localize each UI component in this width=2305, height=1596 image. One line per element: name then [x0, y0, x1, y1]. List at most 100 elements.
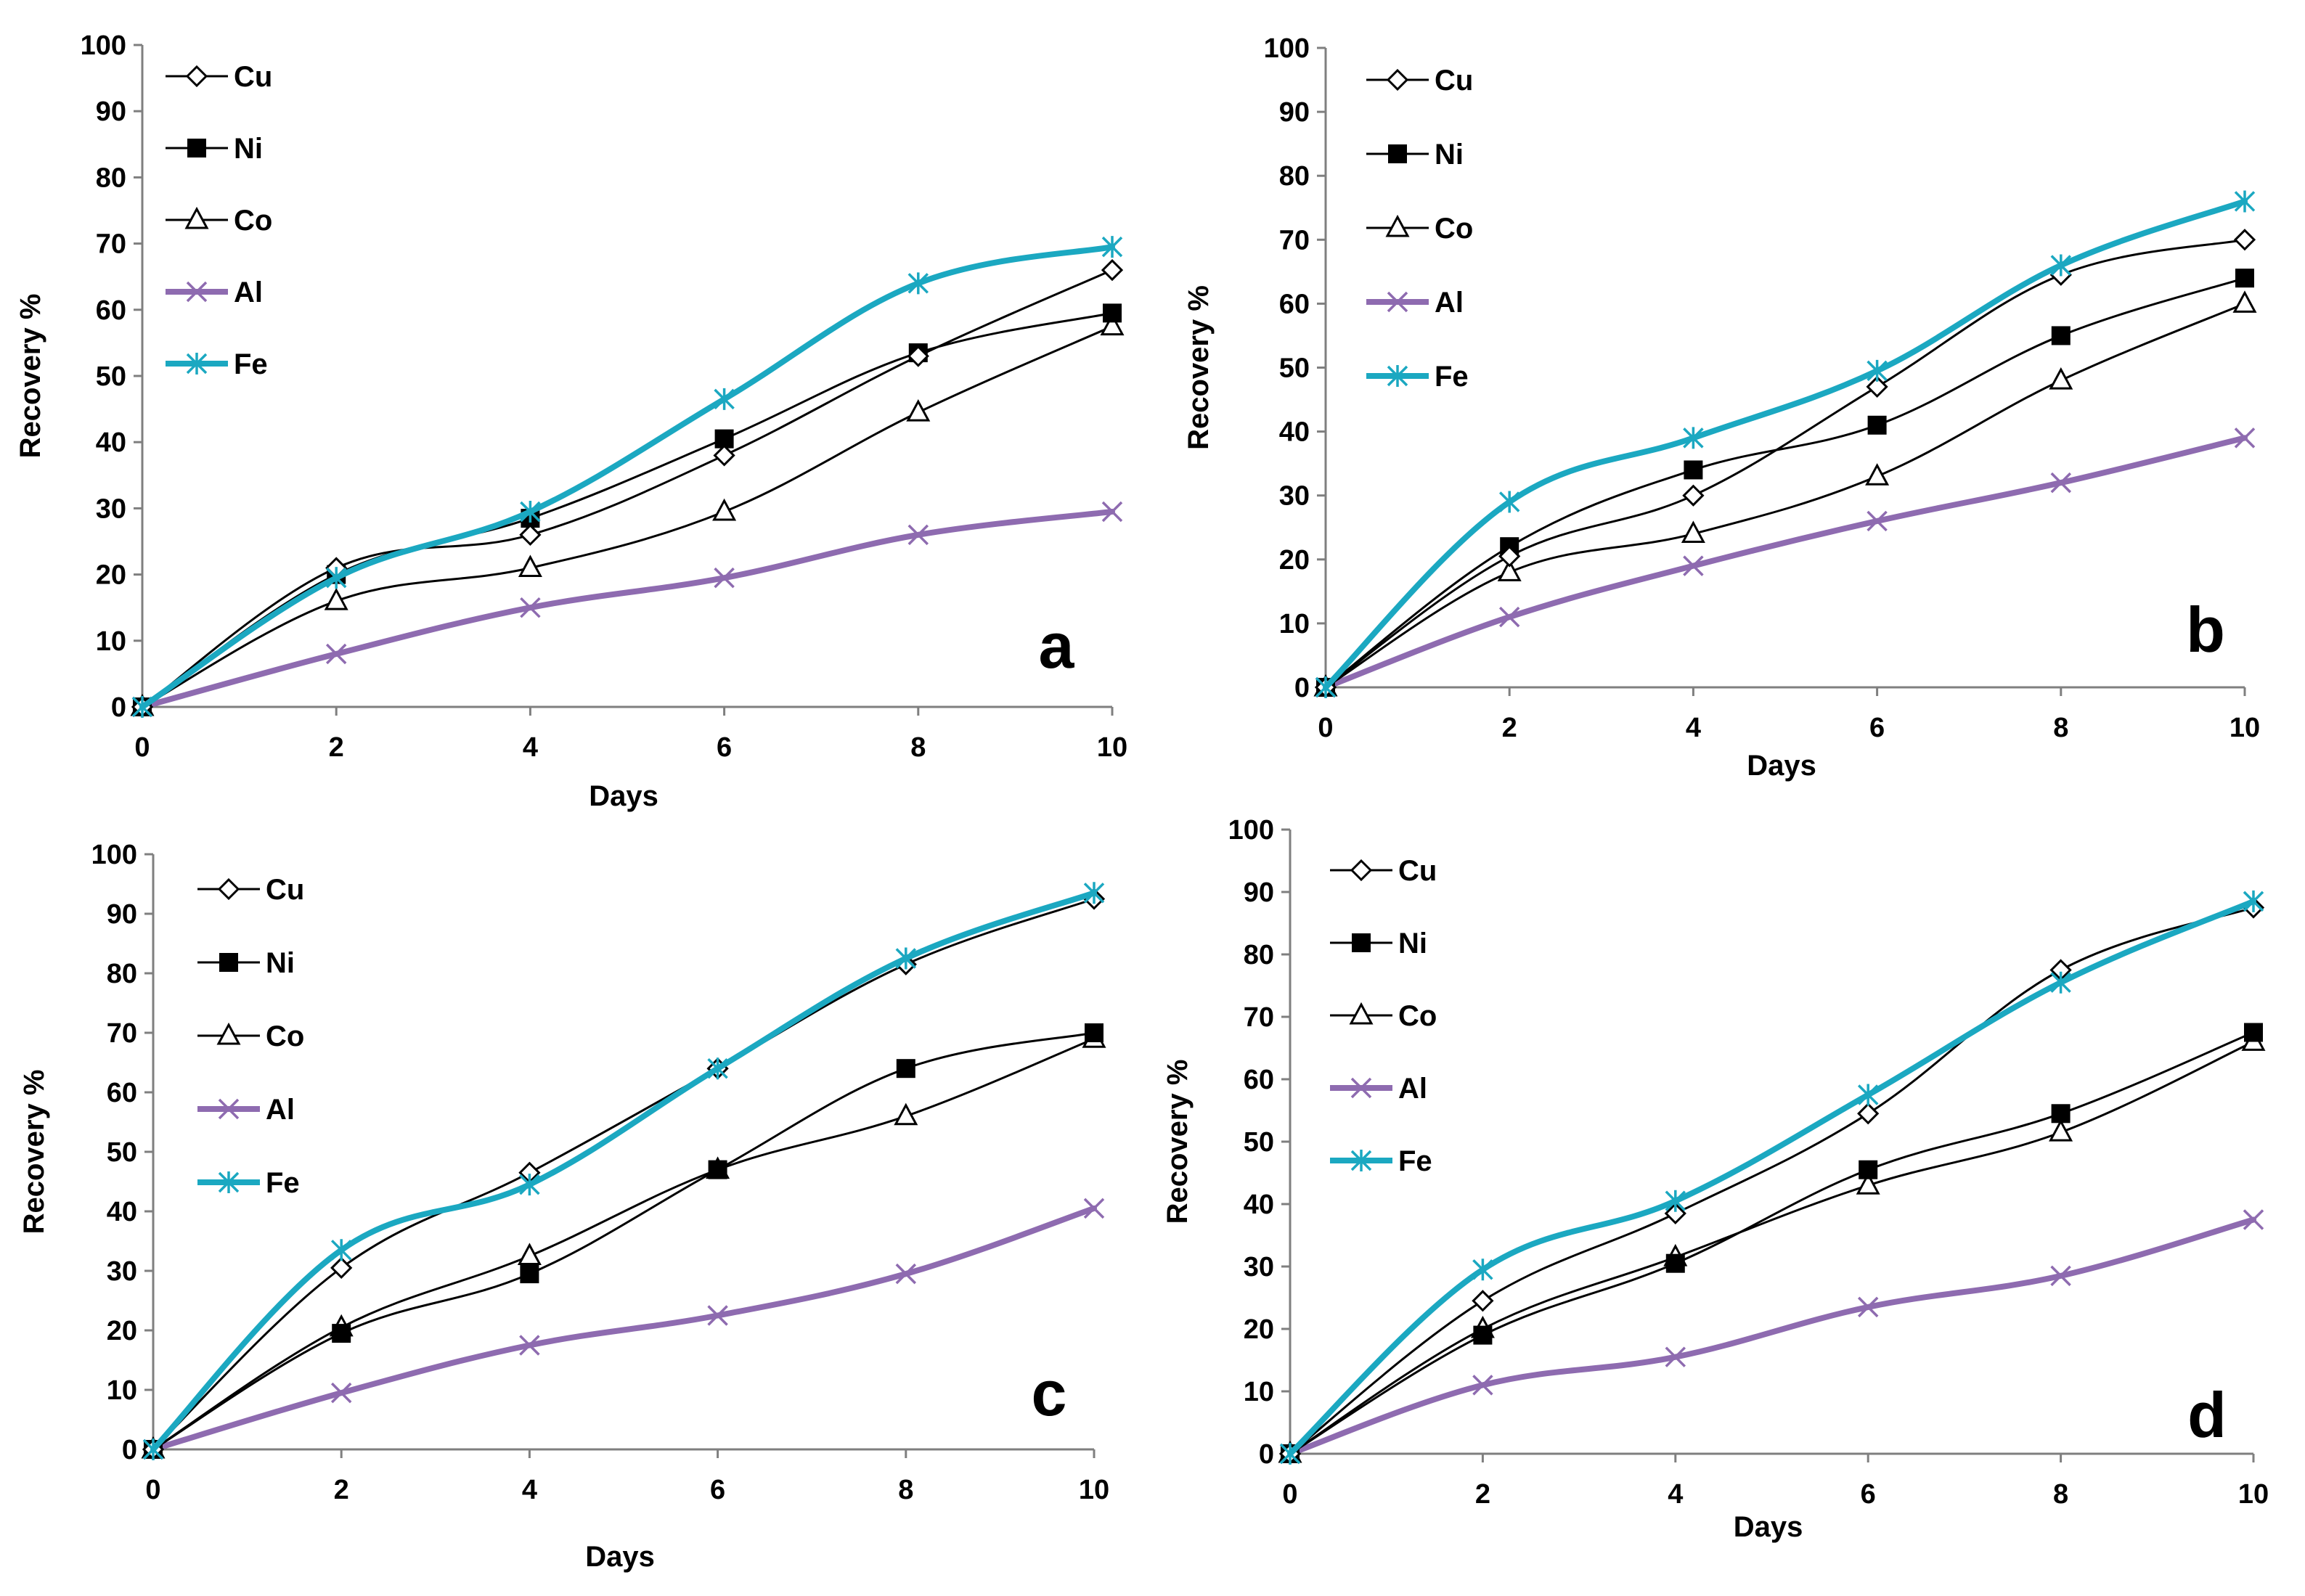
legend-item-ni: Ni [1366, 139, 1464, 171]
data-point [714, 567, 735, 589]
data-point [1472, 1375, 1493, 1396]
series-ni [1281, 1023, 2263, 1463]
x-tick-label: 8 [910, 732, 926, 763]
y-tick-label: 90 [96, 97, 126, 127]
panel-letter: b [2186, 594, 2225, 666]
series-line-fe [1323, 198, 2248, 690]
chart-panel-d: 0 10 20 30 40 50 60 70 80 90 100 0 2 4 6 8 10 Days Recover… [1162, 815, 2269, 1543]
legend-item-fe: Fe [1330, 1145, 1432, 1177]
data-point [1387, 291, 1408, 313]
y-tick-label: 80 [107, 959, 137, 989]
x-tick-label: 6 [710, 1475, 725, 1505]
x-tick-label: 0 [1318, 713, 1333, 743]
data-point [1498, 491, 1520, 513]
series-al [1279, 1209, 2264, 1465]
chart-panel-a: 0 10 20 30 40 50 60 70 80 90 100 0 2 4 6 8 10 Days Recover… [15, 30, 1127, 812]
data-point [218, 1171, 240, 1193]
data-point [2243, 1209, 2264, 1230]
y-tick-label: 30 [1244, 1252, 1274, 1282]
data-point [218, 1098, 240, 1120]
data-point [1350, 1077, 1372, 1099]
data-point [907, 345, 929, 367]
y-tick-label: 30 [96, 494, 126, 524]
data-point [1683, 555, 1704, 576]
data-point [219, 953, 238, 972]
y-tick-label: 70 [1279, 225, 1310, 255]
y-tick-label: 60 [96, 295, 126, 326]
x-tick-label: 0 [1282, 1479, 1297, 1510]
data-point [1664, 1202, 1686, 1225]
y-tick-label: 90 [1244, 877, 1274, 908]
data-point [330, 1382, 352, 1404]
y-tick-label: 30 [107, 1256, 137, 1287]
data-point [2050, 472, 2072, 494]
data-point [2234, 190, 2256, 213]
data-point [1665, 1190, 1686, 1212]
data-point [1083, 882, 1105, 904]
legend-label: Al [1398, 1073, 1427, 1105]
data-point [907, 524, 929, 546]
y-tick-label: 70 [107, 1018, 137, 1049]
data-point [1856, 1172, 1880, 1195]
x-tick-label: 6 [1861, 1479, 1876, 1510]
y-tick-label: 60 [1279, 289, 1310, 319]
data-point [131, 696, 153, 718]
y-tick-label: 100 [81, 30, 126, 61]
x-tick-label: 4 [1668, 1479, 1683, 1510]
series-line-al [1323, 435, 2248, 690]
legend-item-al: Al [1330, 1073, 1427, 1105]
legend-label: Cu [234, 61, 272, 93]
data-point [518, 554, 542, 577]
legend-label: Ni [266, 947, 295, 979]
data-point [1388, 144, 1407, 163]
data-point [2243, 890, 2264, 912]
data-point [1683, 427, 1704, 449]
legend-item-cu: Cu [1366, 65, 1473, 97]
y-tick-label: 50 [96, 361, 126, 392]
y-tick-label: 0 [1294, 673, 1310, 703]
x-tick-label: 2 [334, 1475, 349, 1505]
legend: Cu Ni Co Al Fe [1330, 855, 1437, 1177]
legend-item-al: Al [1366, 287, 1464, 319]
y-tick-label: 20 [1279, 545, 1310, 576]
y-tick-label: 20 [1244, 1314, 1274, 1345]
data-point [895, 947, 917, 970]
legend-label: Al [266, 1094, 295, 1126]
data-point [2050, 254, 2072, 277]
data-point [216, 1022, 241, 1045]
legend-label: Co [234, 205, 272, 237]
data-point [1100, 313, 1125, 336]
y-tick-label: 60 [107, 1078, 137, 1108]
legend-label: Co [266, 1020, 304, 1052]
data-point [707, 1057, 728, 1080]
data-point [1101, 501, 1123, 523]
y-tick-label: 90 [107, 899, 137, 930]
data-point [1085, 1023, 1103, 1042]
data-point [142, 1439, 164, 1460]
series-line-cu [152, 898, 1096, 1451]
series-fe [131, 236, 1123, 718]
data-point [712, 498, 737, 521]
legend: Cu Ni Co Al Fe [197, 874, 304, 1199]
series-al [1315, 427, 2256, 698]
series-al [142, 1198, 1105, 1460]
x-tick-label: 10 [1079, 1475, 1109, 1505]
chart-panel-b: 0 10 20 30 40 50 60 70 80 90 100 0 2 4 6 8 10 Days Recover… [1183, 33, 2260, 782]
data-point [1867, 510, 1888, 532]
legend-item-fe: Fe [1366, 361, 1469, 393]
y-axis-title: Recovery % [1183, 285, 1215, 450]
data-point [2235, 269, 2254, 288]
data-point [1665, 1253, 1685, 1273]
y-axis-title: Recovery % [18, 1070, 50, 1235]
x-tick-label: 6 [1869, 713, 1885, 743]
y-tick-label: 10 [96, 626, 126, 657]
legend-label: Cu [1435, 65, 1473, 97]
data-point [1859, 1160, 1878, 1179]
data-point [1866, 375, 1888, 398]
x-tick-label: 10 [1097, 732, 1127, 763]
legend-label: Fe [1435, 361, 1469, 393]
data-point [2051, 1104, 2071, 1124]
data-point [1386, 68, 1409, 91]
y-tick-label: 70 [1244, 1002, 1274, 1033]
series-co [1278, 1028, 2266, 1463]
